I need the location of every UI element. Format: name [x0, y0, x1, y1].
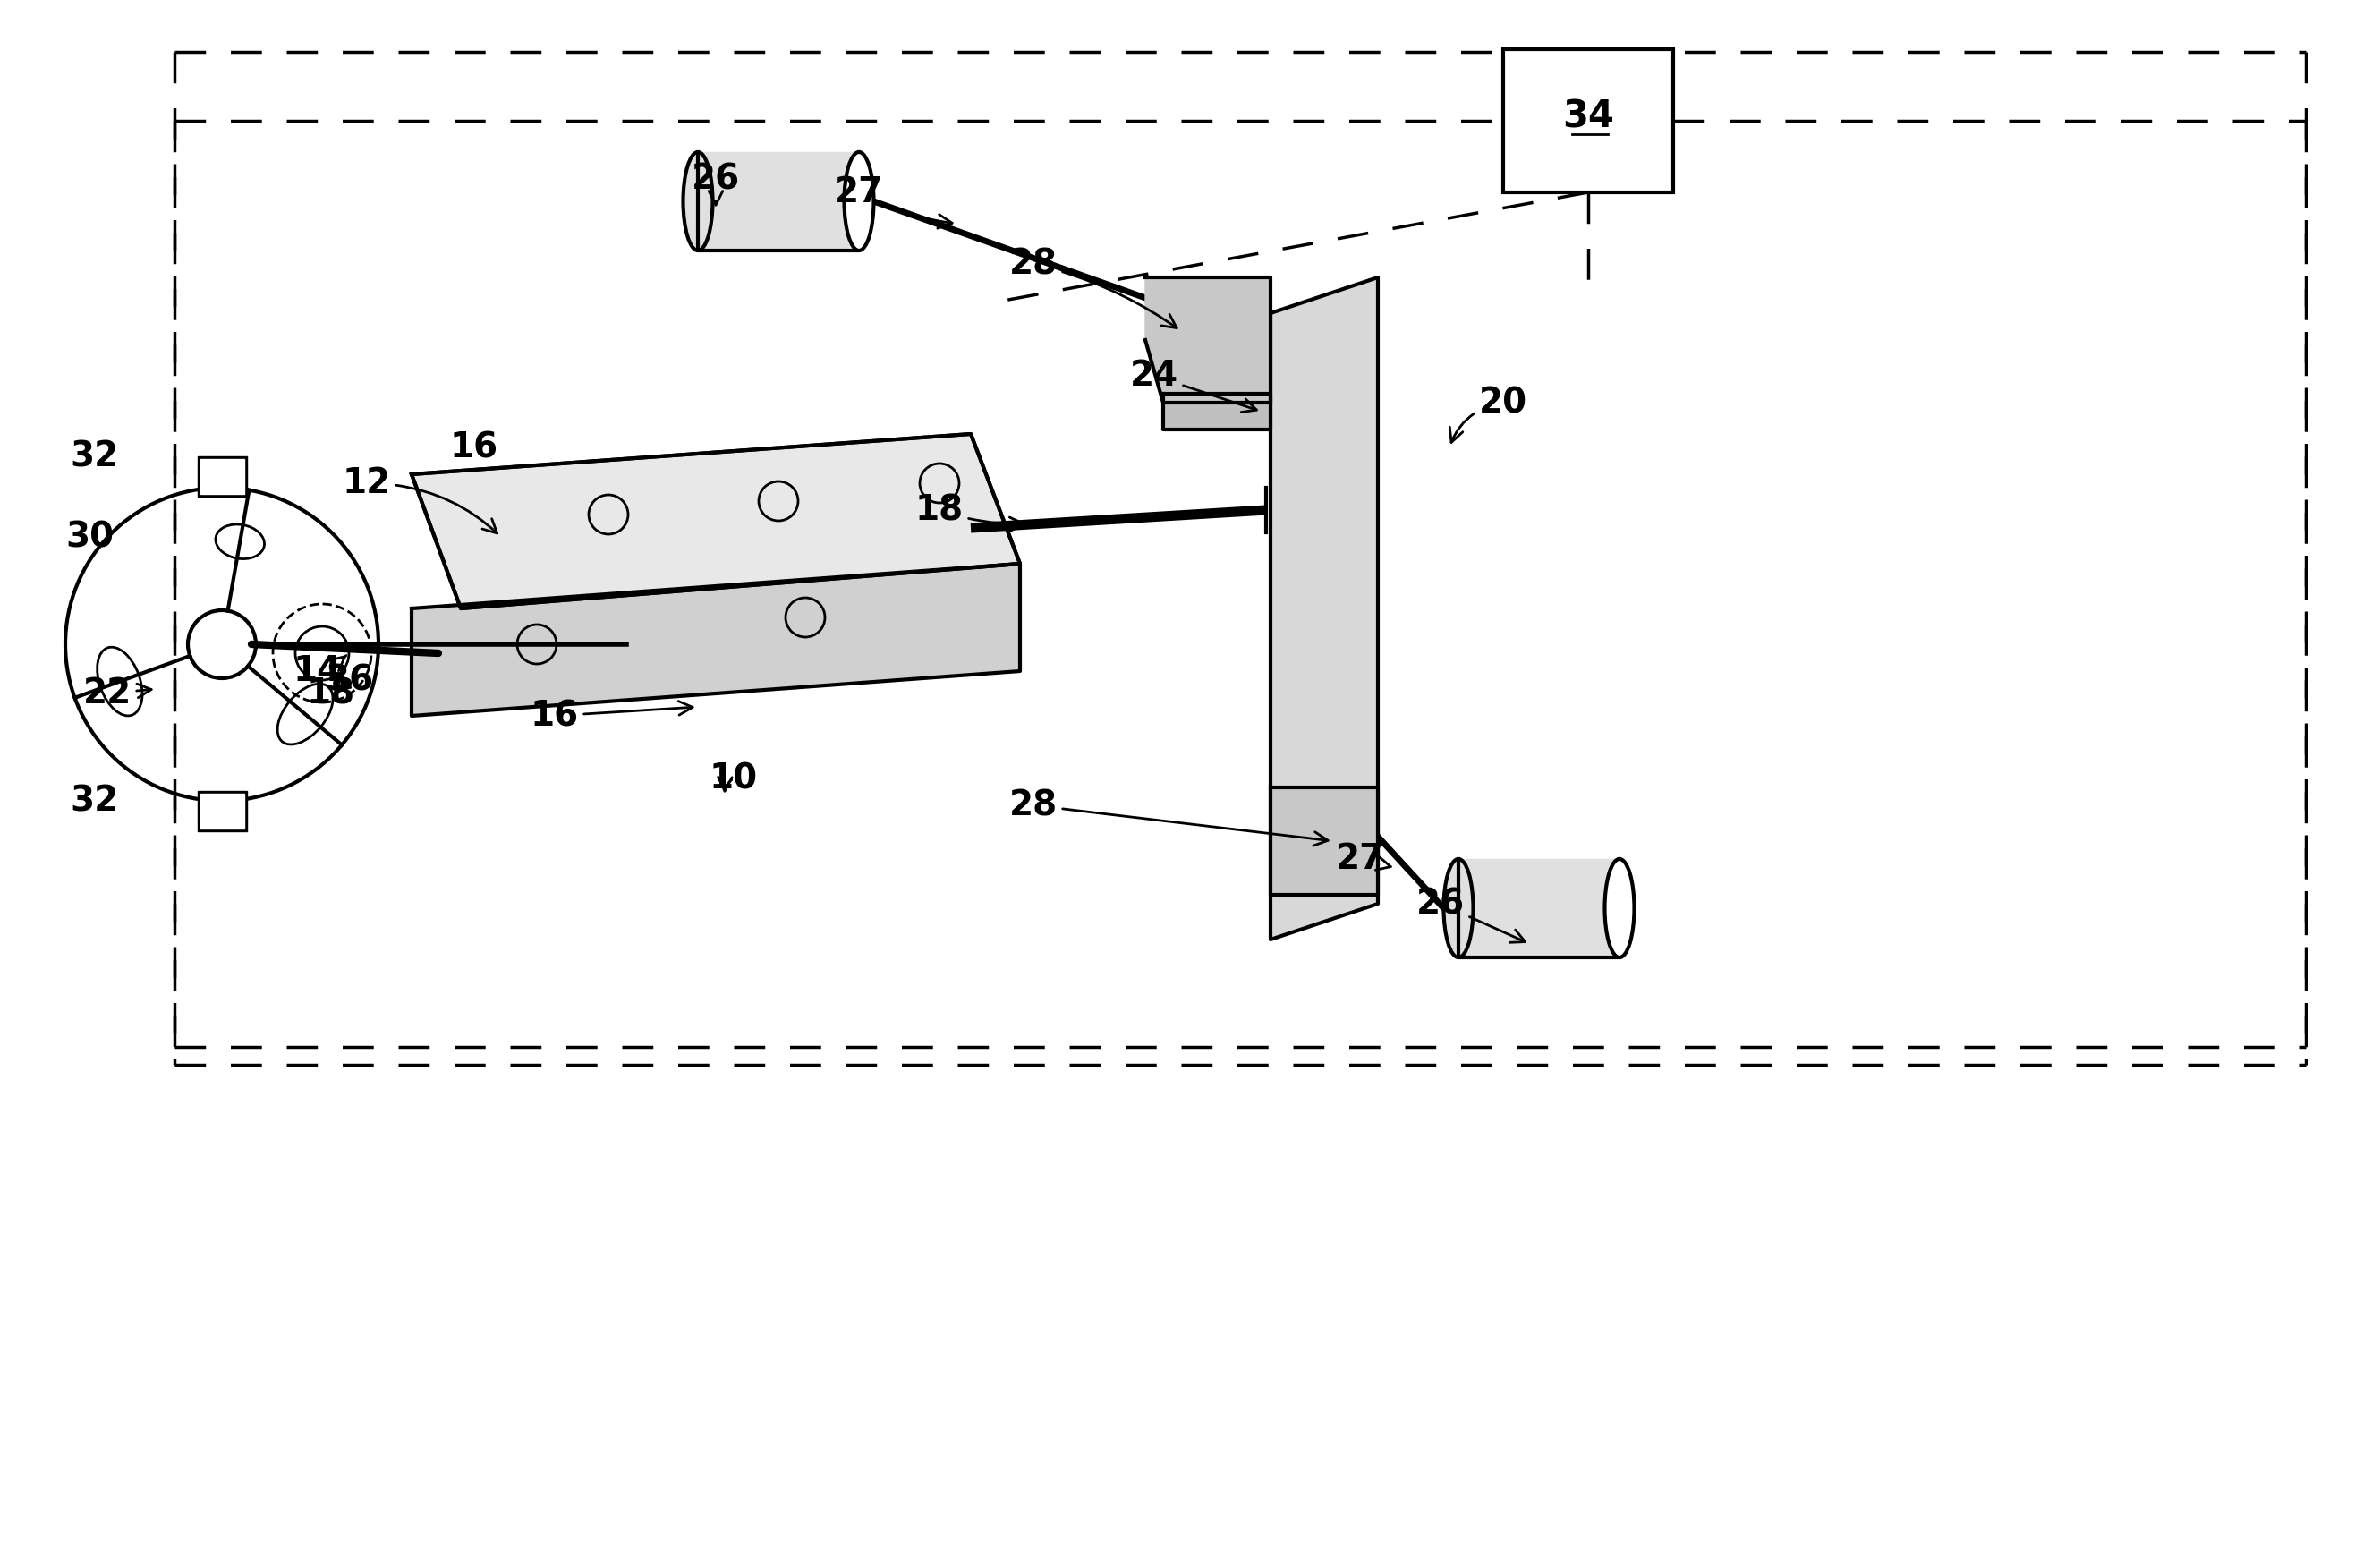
Ellipse shape — [1445, 859, 1473, 957]
Bar — [697, 152, 859, 251]
Text: 32: 32 — [69, 783, 119, 817]
Text: 36: 36 — [324, 663, 374, 697]
Ellipse shape — [1604, 859, 1635, 957]
Text: 24: 24 — [1130, 359, 1257, 412]
Text: 26: 26 — [693, 163, 740, 204]
Bar — [1459, 859, 1618, 957]
Text: 14: 14 — [293, 655, 347, 689]
Text: 34: 34 — [1561, 98, 1614, 135]
Bar — [200, 460, 245, 494]
Polygon shape — [1145, 277, 1271, 402]
Text: 32: 32 — [69, 440, 119, 474]
Bar — [1504, 50, 1673, 192]
Bar — [198, 457, 248, 497]
Text: 18: 18 — [307, 676, 355, 711]
Bar — [198, 791, 248, 831]
Text: 16: 16 — [531, 698, 693, 732]
Text: 30: 30 — [64, 520, 114, 554]
Ellipse shape — [683, 152, 712, 251]
Polygon shape — [412, 563, 1021, 715]
Text: 27: 27 — [1335, 842, 1390, 876]
Polygon shape — [1271, 788, 1378, 895]
Text: 20: 20 — [1449, 385, 1528, 443]
Text: 18: 18 — [916, 492, 1023, 531]
Text: 28: 28 — [1009, 788, 1328, 845]
Text: 28: 28 — [1009, 248, 1176, 328]
Text: 16: 16 — [450, 430, 497, 464]
Text: 27: 27 — [835, 175, 952, 228]
Ellipse shape — [845, 152, 873, 251]
Text: 22: 22 — [83, 676, 152, 711]
Polygon shape — [1271, 277, 1378, 940]
Bar — [200, 794, 245, 828]
Polygon shape — [412, 433, 1021, 608]
Text: 10: 10 — [709, 762, 757, 796]
Text: 12: 12 — [343, 466, 497, 533]
Bar — [1164, 358, 1271, 429]
Text: 26: 26 — [1416, 887, 1526, 943]
